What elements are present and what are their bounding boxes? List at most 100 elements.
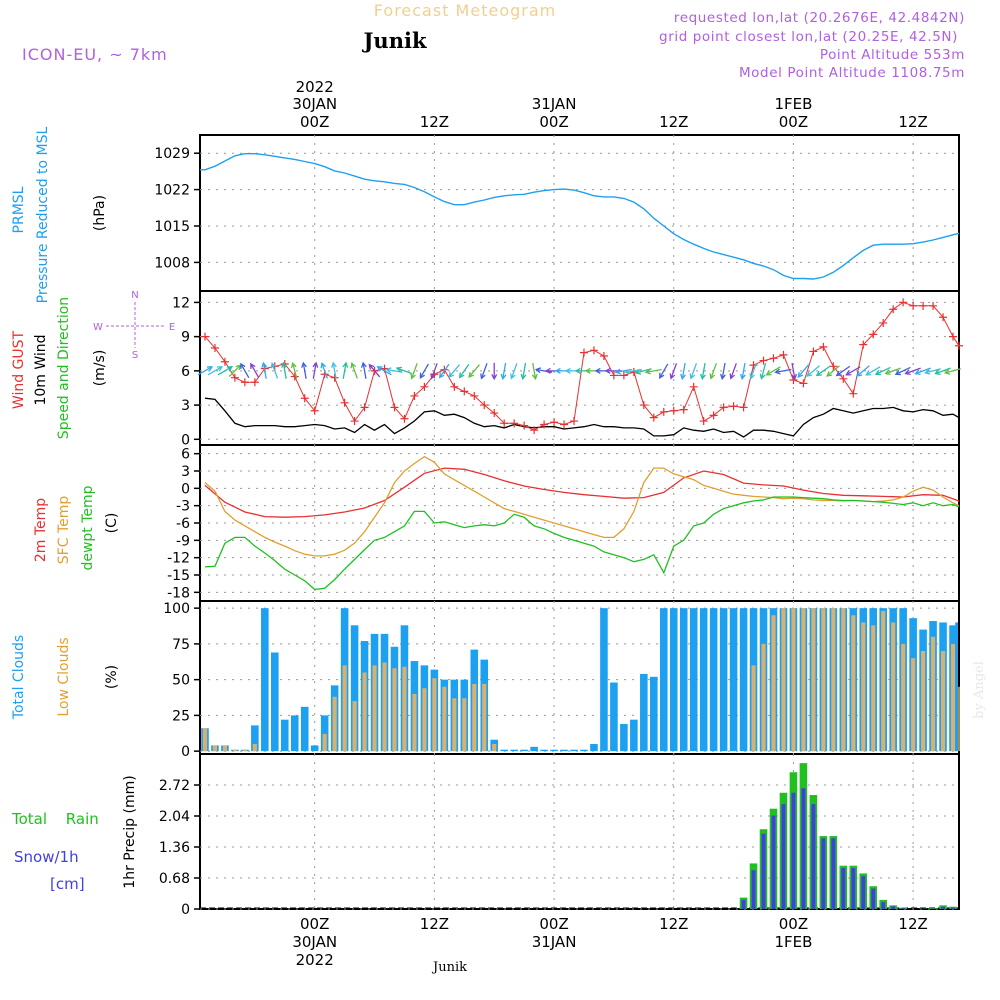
low-cloud-bar xyxy=(791,608,796,752)
wind-arrow xyxy=(362,362,367,379)
total-cloud-bar xyxy=(709,608,718,752)
y-tick-label: 100 xyxy=(163,601,190,617)
total-cloud-bar xyxy=(699,608,708,752)
gust-marker xyxy=(460,387,469,396)
bottom-time-label: 12Z xyxy=(659,915,688,933)
snow-bar xyxy=(791,792,796,909)
snow-bar xyxy=(751,870,756,909)
wind-10m-line xyxy=(204,397,960,438)
wind-arrow xyxy=(659,363,669,379)
wind-arrow-head xyxy=(385,367,392,374)
gust-marker xyxy=(560,420,569,429)
wind-arrow-head xyxy=(739,373,746,381)
wind-arrow-head xyxy=(331,361,337,368)
low-cloud-bar xyxy=(352,701,357,752)
wind-arrow-head xyxy=(815,370,822,377)
wind-arrow xyxy=(670,363,678,379)
wind-arrow-head xyxy=(206,366,214,372)
wind-arrow xyxy=(721,362,726,379)
wind-arrow-head xyxy=(614,368,621,375)
y-tick-label: 1022 xyxy=(154,183,190,199)
low-cloud-bar xyxy=(362,672,367,752)
low-cloud-bar xyxy=(422,688,427,752)
y-tick-label: 0 xyxy=(181,902,190,918)
gust-marker xyxy=(739,403,748,412)
gust-marker xyxy=(749,361,758,370)
wind-arrow xyxy=(885,367,901,375)
y-tick-label: -6 xyxy=(176,516,190,532)
top-time-label: 00Z xyxy=(539,113,568,131)
y-tick-label: 75 xyxy=(172,637,190,653)
wind-arrow xyxy=(240,363,250,379)
cloud-unit-label: (%) xyxy=(104,665,120,689)
gust-marker xyxy=(310,406,319,415)
low-cloud-bar xyxy=(771,615,776,752)
gust-marker xyxy=(909,301,918,310)
total-cloud-bar xyxy=(580,749,588,752)
point-altitude: Point Altitude 553m xyxy=(820,47,965,63)
wind-arrow xyxy=(710,363,717,379)
wind-arrow-head xyxy=(430,373,436,380)
low-cloud-bar xyxy=(402,666,407,752)
low-cloud-bar xyxy=(958,686,960,752)
snow-bar xyxy=(841,867,846,909)
bottom-time-label: 2022 xyxy=(296,951,334,969)
bottom-time-label: 00Z xyxy=(779,915,808,933)
wind-arrow-head xyxy=(791,373,798,381)
wind-arrow-head xyxy=(689,373,696,380)
bottom-time-label: 00Z xyxy=(300,915,329,933)
location-title: Junik xyxy=(362,28,427,53)
gust-marker xyxy=(330,373,339,382)
y-tick-label: 6 xyxy=(181,447,190,463)
wind-arrow xyxy=(342,362,347,379)
wind-arrow xyxy=(836,365,851,376)
compass-n: N xyxy=(131,290,138,301)
wind-arrow xyxy=(250,363,260,379)
low-cloud-bar xyxy=(332,696,337,752)
wind-arrow-head xyxy=(574,367,581,374)
low-cloud-bar xyxy=(492,743,497,752)
wind-arrow xyxy=(332,362,337,379)
wind-arrow xyxy=(645,368,662,373)
wind-arrow xyxy=(816,365,831,376)
wind-arrow-head xyxy=(894,369,901,376)
wind-arrow-head xyxy=(749,373,755,380)
pressure-series xyxy=(200,153,960,280)
wind-arrow xyxy=(806,365,820,377)
total-cloud-bar xyxy=(620,723,628,752)
gust-marker xyxy=(540,420,549,429)
wind-arrow xyxy=(197,366,213,376)
gust-marker xyxy=(699,417,708,426)
wind-arrow xyxy=(312,362,317,379)
total-cloud-bar xyxy=(570,749,578,752)
wind-arrow-head xyxy=(301,361,307,368)
low-cloud-bar xyxy=(801,608,806,752)
wind-arrow-head xyxy=(216,366,224,372)
total-cloud-bar xyxy=(261,608,269,752)
wind-arrow-head xyxy=(312,361,319,368)
gust-marker xyxy=(500,419,509,428)
total-cloud-bar xyxy=(540,749,548,752)
wind-arrow xyxy=(536,368,553,373)
y-tick-label: 9 xyxy=(181,330,190,346)
gust-marker xyxy=(240,378,249,387)
gust-marker xyxy=(530,426,539,435)
wind-arrow-head xyxy=(395,366,402,373)
bottom-time-label: 00Z xyxy=(539,915,568,933)
temp-series xyxy=(204,455,960,591)
wind-panel-frame xyxy=(199,290,960,446)
precip-bars xyxy=(200,763,959,909)
wind-arrow xyxy=(766,366,781,376)
total-clouds-label: Total Clouds xyxy=(11,635,27,720)
gust-marker xyxy=(300,394,309,403)
low-cloud-bar xyxy=(372,665,377,752)
gust-marker xyxy=(579,348,588,357)
wind-arrow-head xyxy=(240,362,246,369)
wind-arrow xyxy=(701,362,706,379)
snow-bar xyxy=(771,815,776,909)
y-tick-label: 2.72 xyxy=(159,778,190,794)
wind-arrow-head xyxy=(584,367,591,374)
total-cloud-bar xyxy=(600,608,608,752)
wind-arrow xyxy=(207,366,223,376)
pressure-line xyxy=(200,153,960,280)
